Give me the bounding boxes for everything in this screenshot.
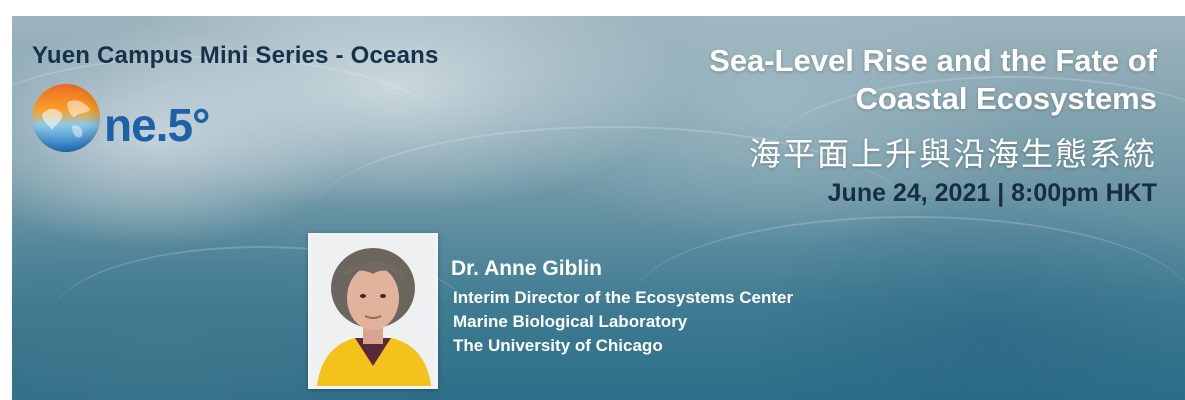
talk-title-chinese: 海平面上升與沿海生態系統	[748, 136, 1157, 172]
speaker-affiliation: Interim Director of the Ecosystems Cente…	[453, 288, 794, 307]
speaker-affiliation: The University of Chicago	[453, 336, 663, 355]
water-ripple	[12, 56, 452, 218]
logo-wordmark: ne.5°	[104, 99, 210, 151]
water-ripple	[52, 246, 472, 388]
water-ripple	[312, 126, 912, 308]
speaker-affiliation: Marine Biological Laboratory	[453, 312, 688, 331]
talk-title-line: Coastal Ecosystems	[855, 81, 1157, 116]
one-point-five-logo: ne.5°	[32, 84, 252, 154]
talk-title-line: Sea-Level Rise and the Fate of	[709, 43, 1157, 78]
water-ripple	[772, 76, 1185, 228]
talk-title: Sea-Level Rise and the Fate of Coastal E…	[517, 42, 1157, 118]
event-banner: Yuen Campus Mini Series - Oceans ne.5° S…	[12, 16, 1185, 400]
speaker-photo	[308, 233, 438, 389]
event-date-time: June 24, 2021 | 8:00pm HKT	[827, 179, 1157, 207]
speaker-name: Dr. Anne Giblin	[451, 257, 602, 280]
globe-icon	[32, 84, 100, 152]
series-title: Yuen Campus Mini Series - Oceans	[32, 42, 439, 69]
